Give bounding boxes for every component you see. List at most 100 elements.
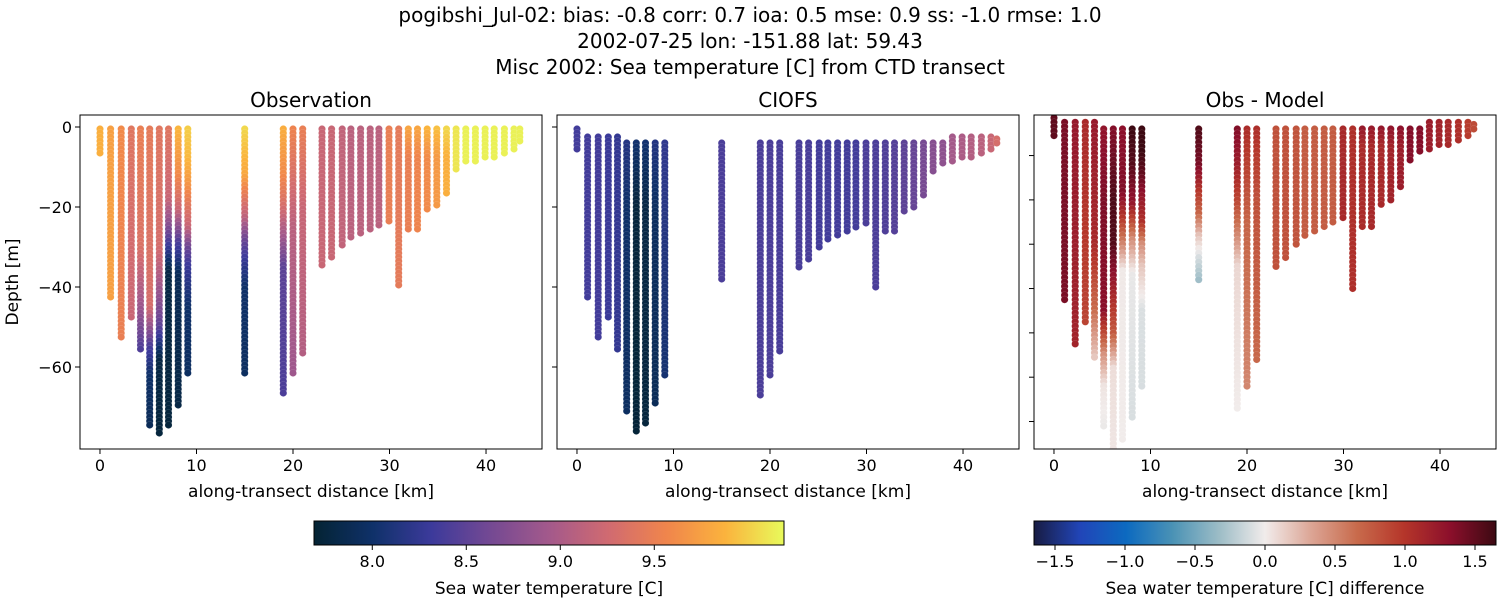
data-point — [900, 207, 909, 215]
x-tick-label: 20 — [760, 456, 780, 475]
y-axis-label: Depth [m] — [3, 238, 23, 325]
data-point — [1348, 284, 1357, 293]
colorbar-tick-label: 8.0 — [360, 552, 385, 571]
data-point — [1396, 182, 1405, 191]
data-point — [1233, 404, 1242, 413]
data-point — [183, 369, 192, 377]
data-point — [852, 223, 860, 231]
data-point — [881, 227, 890, 235]
data-point — [583, 293, 592, 301]
data-point — [164, 421, 173, 429]
data-point — [298, 349, 307, 357]
data-point — [775, 347, 784, 355]
colorbar-tick-label: −1.0 — [1106, 552, 1145, 571]
data-point — [500, 149, 509, 157]
data-point — [766, 371, 774, 379]
data-point — [1406, 156, 1414, 164]
colorbar-tick-label: −1.5 — [1036, 552, 1075, 571]
data-point — [1118, 435, 1127, 444]
x-tick-label: 40 — [476, 456, 496, 475]
data-point — [993, 139, 1001, 147]
data-point — [1320, 222, 1328, 231]
difference-colorbar: Sea water temperature [C] difference −1.… — [1033, 520, 1497, 599]
temperature-colorbar: Sea water temperature [C] 8.0 8.5 9.0 9.5 — [313, 520, 785, 599]
panel-title: CIOFS — [758, 88, 817, 112]
data-point — [604, 313, 613, 321]
data-point — [661, 371, 669, 379]
data-point — [815, 243, 824, 251]
panel-title: Observation — [250, 88, 372, 112]
data-point — [471, 157, 480, 165]
data-point — [939, 159, 947, 167]
axes-frame — [79, 114, 543, 450]
data-point — [594, 333, 603, 341]
scatter-points — [1050, 115, 1478, 449]
title-line-3: Misc 2002: Sea temperature [C] from CTD … — [495, 55, 1005, 79]
data-point — [862, 219, 870, 227]
data-point — [155, 429, 164, 437]
ciofs-panel: CIOFS along-transect distance [km] 0 10 20… — [552, 88, 1020, 502]
data-point — [136, 345, 145, 353]
data-point — [127, 313, 136, 321]
colorbar-tick-label: 9.5 — [642, 552, 667, 571]
x-tick-label: 10 — [186, 456, 206, 475]
x-axis-label: along-transect distance [km] — [1142, 482, 1388, 502]
data-point — [404, 225, 413, 233]
colorbar-tick-label: 0.0 — [1252, 552, 1277, 571]
scatter-points — [573, 125, 1001, 435]
data-point — [1194, 275, 1203, 284]
data-point — [117, 333, 125, 341]
data-point — [1416, 147, 1424, 155]
data-point — [958, 153, 966, 161]
data-point — [1252, 355, 1261, 364]
data-point — [871, 283, 880, 291]
data-point — [1243, 382, 1251, 390]
data-point — [1099, 422, 1108, 430]
data-point — [843, 227, 852, 235]
data-point — [1292, 240, 1300, 248]
data-point — [632, 427, 641, 435]
data-point — [385, 217, 393, 225]
data-point — [1071, 340, 1079, 348]
data-point — [240, 369, 249, 377]
data-point — [318, 261, 326, 269]
title-line-2: 2002-07-25 lon: -151.88 lat: 59.43 — [577, 29, 923, 53]
data-point — [1281, 253, 1290, 262]
data-point — [1367, 222, 1376, 231]
colorbar-tick-label: 8.5 — [454, 552, 479, 571]
obs-minus-model-panel: Obs - Model along-transect distance [km]… — [1029, 88, 1497, 502]
data-point — [423, 205, 432, 213]
data-point — [1050, 131, 1058, 140]
data-point — [1272, 262, 1280, 271]
data-point — [977, 149, 986, 157]
data-point — [613, 345, 622, 353]
data-point — [717, 275, 726, 283]
x-axis-label: along-transect distance [km] — [665, 482, 911, 502]
data-point — [1310, 227, 1319, 235]
x-tick-label: 40 — [1430, 456, 1450, 475]
data-point — [347, 233, 355, 241]
x-tick-label: 30 — [856, 456, 876, 475]
data-point — [987, 145, 995, 153]
colorbar-bar — [313, 520, 785, 546]
data-point — [366, 225, 375, 233]
data-point — [356, 229, 365, 237]
x-axis-label: along-transect distance [km] — [188, 482, 434, 502]
colorbar-label: Sea water temperature [C] — [435, 579, 663, 599]
data-point — [967, 153, 976, 161]
data-point — [1435, 140, 1443, 149]
colorbar-label: Sea water temperature [C] difference — [1105, 579, 1424, 599]
data-point — [1444, 140, 1452, 149]
data-point — [327, 253, 336, 261]
colorbar-tick-label: 1.5 — [1462, 552, 1487, 571]
axes-frame — [556, 114, 1020, 450]
data-point — [1377, 200, 1385, 209]
data-point — [824, 235, 832, 243]
data-point — [795, 263, 803, 271]
data-point — [948, 157, 957, 165]
data-point — [651, 399, 660, 407]
data-point — [756, 391, 765, 399]
colorbar-bar — [1033, 520, 1497, 546]
colorbar-tick-label: 0.5 — [1322, 552, 1347, 571]
